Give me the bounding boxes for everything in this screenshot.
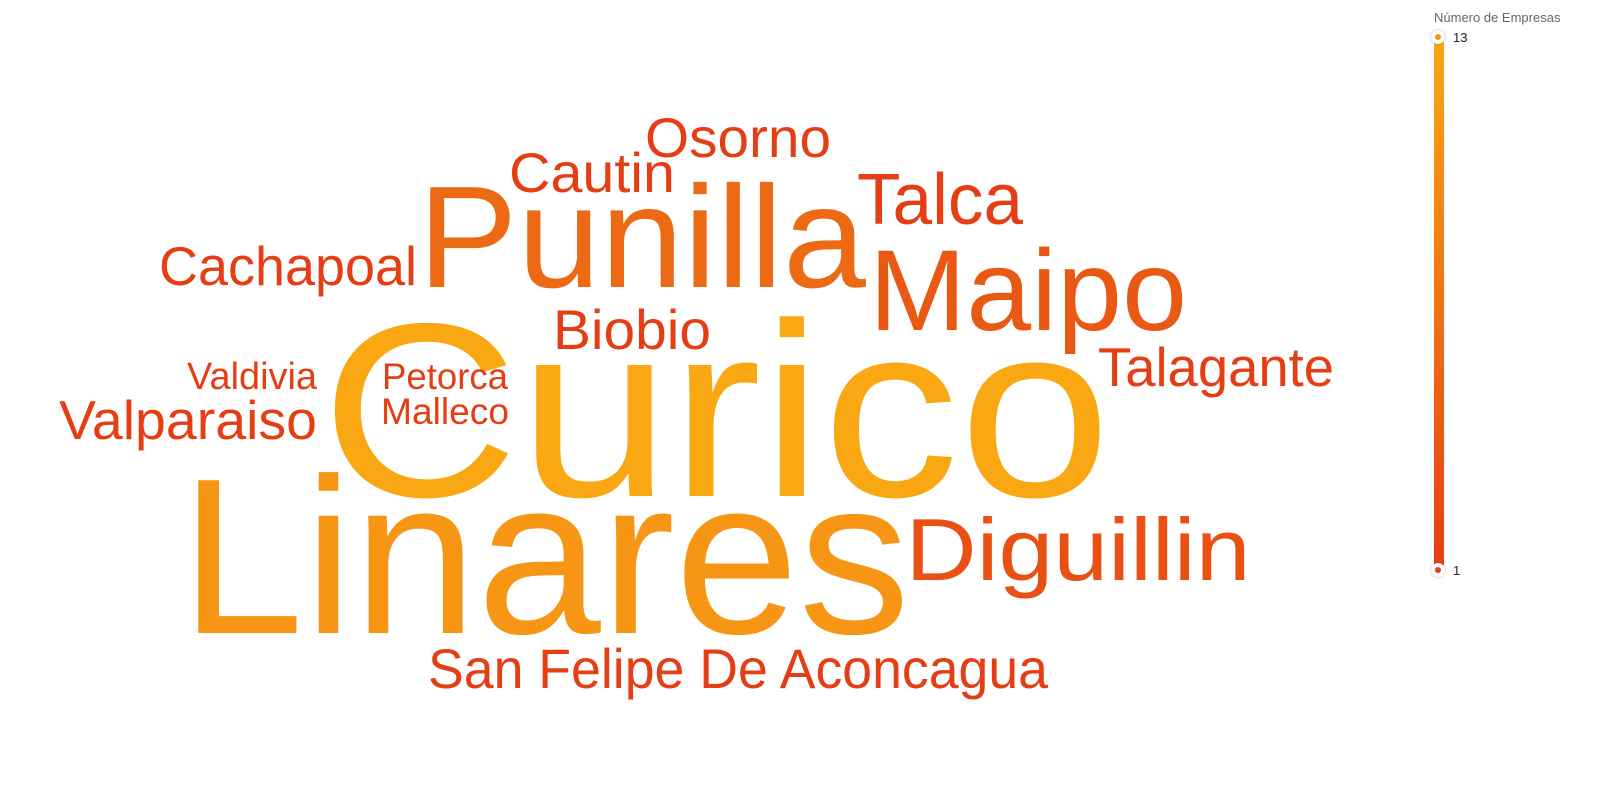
legend-max-label: 13 [1453, 30, 1468, 45]
word-talca[interactable]: Talca [857, 160, 1024, 240]
word-linares[interactable]: Linares [180, 433, 910, 681]
word-valparaiso[interactable]: Valparaiso [59, 389, 317, 451]
word-malleco[interactable]: Malleco [381, 391, 509, 432]
word-curico[interactable]: Curico [321, 271, 1111, 549]
word-diguillin[interactable]: Diguillin [906, 500, 1251, 599]
color-legend: Número de Empresas 13 1 [1420, 8, 1600, 598]
legend-max-handle[interactable] [1431, 30, 1445, 44]
word-osorno[interactable]: Osorno [645, 106, 831, 169]
legend-gradient-bar [1434, 38, 1444, 570]
legend-title: Número de Empresas [1434, 10, 1561, 25]
word-valdivia[interactable]: Valdivia [187, 356, 318, 398]
word-petorca[interactable]: Petorca [382, 356, 508, 397]
word-talagante[interactable]: Talagante [1098, 336, 1334, 398]
word-cachapoal[interactable]: Cachapoal [159, 235, 417, 297]
word-biobio[interactable]: Biobio [553, 298, 711, 361]
word-san-felipe-de-aconcagua[interactable]: San Felipe De Aconcagua [428, 637, 1049, 700]
legend-min-label: 1 [1453, 563, 1461, 578]
word-maipo[interactable]: Maipo [869, 227, 1187, 355]
legend-min-handle[interactable] [1431, 563, 1445, 577]
word-cautin[interactable]: Cautin [509, 141, 675, 204]
word-punilla[interactable]: Punilla [418, 156, 866, 318]
